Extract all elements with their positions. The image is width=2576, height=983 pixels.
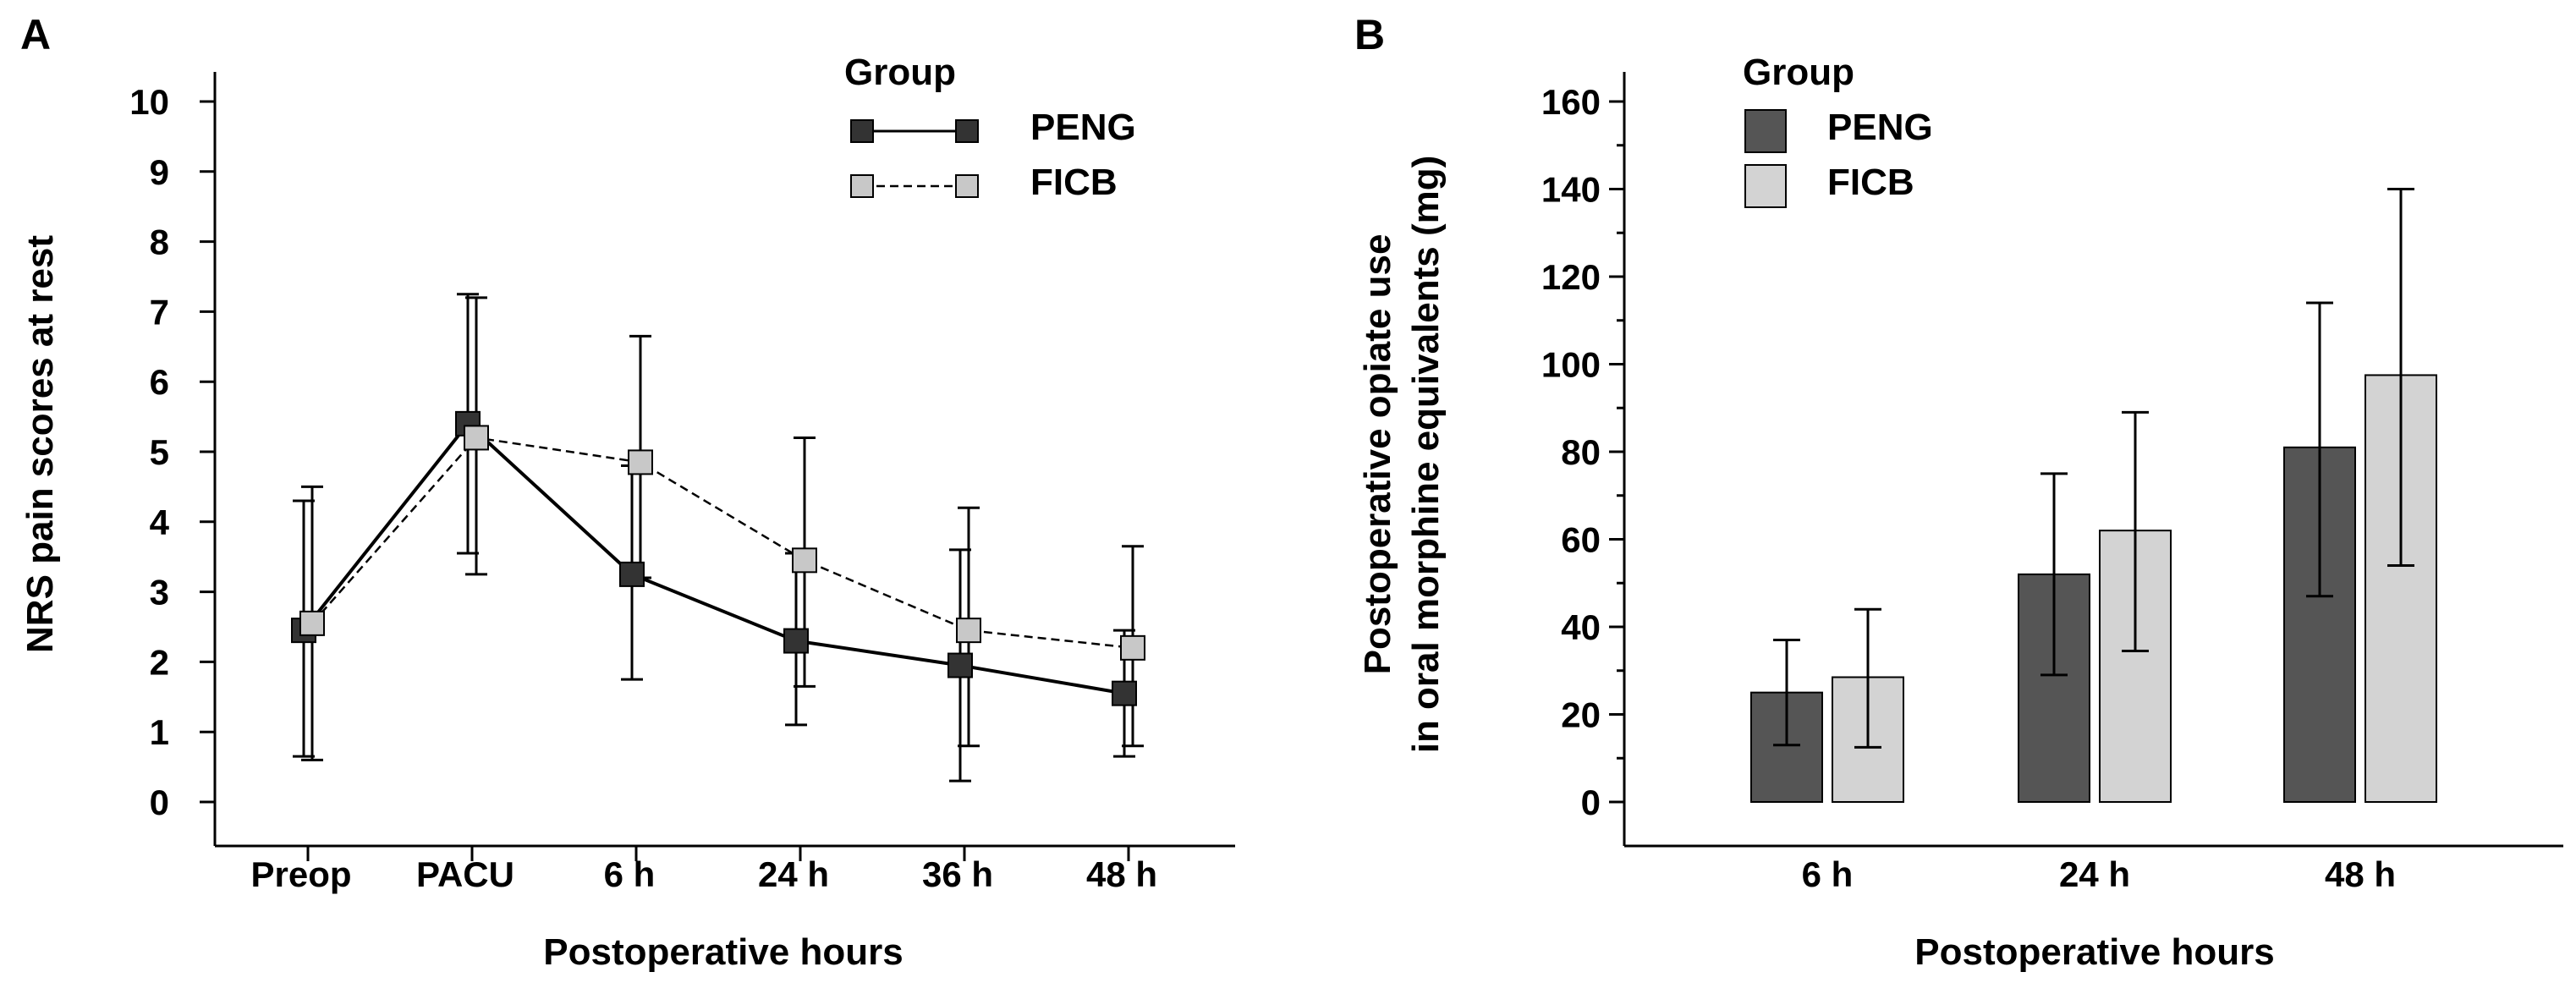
panel-b-y-tick-label: 140 — [1541, 170, 1601, 210]
panel-a-point-peng — [619, 561, 645, 587]
panel-a-point-ficb — [1120, 634, 1145, 661]
panel-b-y-tick-label: 60 — [1561, 520, 1601, 560]
panel-a-point-ficb — [299, 610, 325, 636]
panel-b-legend: Group PENG FICB — [1743, 52, 1933, 208]
panel-a-y-tick-label: 10 — [129, 82, 169, 122]
panel-b-y-tick-label: 160 — [1541, 82, 1601, 122]
panel-a-legend-marker-peng — [850, 119, 874, 143]
panel-a-y-axis-title: NRS pain scores at rest — [19, 235, 61, 653]
panel-a-x-tick-label-preop: Preop — [250, 854, 351, 894]
panel-b-y-axis-title-line2: in oral morphine equivalents (mg) — [1405, 156, 1447, 754]
panel-a-series-lines — [302, 420, 1134, 695]
panel-a-y-tick-label: 0 — [150, 783, 169, 822]
panel-b-y-tick-label: 0 — [1581, 783, 1601, 822]
panel-b-y-tick-label: 40 — [1561, 607, 1601, 647]
panel-b-x-tick-label-6-h: 6 h — [1802, 854, 1854, 894]
panel-b-axes: 0 20 40 60 80 100 120 140 160 6 h 24 h 48 h — [1541, 72, 2563, 894]
panel-a-y-tick-label: 5 — [150, 432, 169, 472]
panel-b-legend-label-ficb: FICB — [1827, 162, 1914, 203]
panel-a-x-tick-label-48-h: 48 h — [1086, 854, 1157, 894]
panel-a-x-tick-label-6-h: 6 h — [604, 854, 656, 894]
panel-a-y-tick-label: 1 — [150, 712, 169, 752]
panel-a-legend-title: Group — [844, 52, 956, 93]
panel-a-legend: Group PENG FICB — [844, 52, 1136, 203]
panel-a-error-bars — [293, 293, 1144, 783]
panel-b-legend-swatch-peng — [1744, 109, 1787, 153]
panel-b-legend-title: Group — [1743, 52, 1854, 93]
panel-a-letter: A — [20, 11, 51, 58]
panel-a-y-tick-label: 3 — [150, 573, 169, 612]
panel-b-legend-label-peng: PENG — [1827, 107, 1933, 148]
panel-b-legend-swatch-ficb — [1744, 164, 1787, 208]
panel-b-y-tick-label: 100 — [1541, 345, 1601, 385]
panel-a-y-tick-label: 7 — [150, 292, 169, 332]
panel-a-legend-marker-peng — [955, 119, 979, 143]
panel-a-x-tick-label-36-h: 36 h — [922, 854, 993, 894]
panel-a-point-ficb — [792, 547, 817, 574]
panel-a-x-axis-title: Postoperative hours — [543, 931, 903, 973]
panel-a-point-ficb — [464, 425, 489, 451]
panel-a-y-tick-label: 6 — [150, 362, 169, 402]
panel-a-points — [291, 410, 1145, 706]
panel-b-y-tick-label: 20 — [1561, 695, 1601, 735]
panel-a-point-ficb — [956, 618, 981, 644]
panel-b-x-tick-label-24-h: 24 h — [2059, 854, 2130, 894]
panel-a-y-tick-label: 9 — [150, 152, 169, 192]
panel-b-letter: B — [1354, 11, 1385, 58]
panel-a-axes: 0 1 2 3 4 5 6 7 8 9 10 Preop PACU 6 h 24 h 36 h 48 h — [129, 72, 1235, 894]
panel-a-y-tick-label: 4 — [150, 502, 170, 542]
panel-a-point-peng — [783, 628, 809, 654]
panel-a-y-tick-label: 2 — [150, 642, 169, 682]
panel-b-bar-peng-6-h — [1750, 691, 1823, 803]
panel-a-line-peng — [302, 420, 1125, 695]
panel-b: B 0 20 40 60 80 100 120 140 160 6 h 24 h 48 h Group… — [1354, 11, 2563, 973]
panel-b-y-tick-label: 120 — [1541, 257, 1601, 297]
panel-b-x-tick-label-48-h: 48 h — [2325, 854, 2396, 894]
panel-a-legend-label-ficb: FICB — [1030, 162, 1118, 203]
panel-a-x-tick-label-pacu: PACU — [416, 854, 514, 894]
panel-a-x-tick-label-24-h: 24 h — [758, 854, 829, 894]
panel-a-legend-label-peng: PENG — [1030, 107, 1136, 148]
panel-b-bars — [1750, 374, 2437, 804]
panel-b-y-tick-label: 80 — [1561, 432, 1601, 472]
panel-a-point-peng — [947, 652, 973, 678]
panel-b-x-axis-title: Postoperative hours — [1914, 931, 2274, 973]
panel-a-legend-marker-ficb — [850, 174, 874, 198]
panel-a-point-ficb — [628, 449, 653, 475]
panel-a-y-tick-label: 8 — [150, 222, 169, 262]
panel-a-legend-marker-ficb — [955, 174, 979, 198]
panel-b-error-bars — [1773, 188, 2414, 749]
panel-a: A 0 1 2 3 4 5 6 7 8 9 10 Preop PACU 6 h 24 h 36 h 48 h G… — [19, 11, 1235, 973]
panel-a-line-ficb — [311, 437, 1134, 650]
panel-a-point-peng — [1112, 680, 1137, 706]
panel-b-y-axis-title-line1: Postoperative opiate use — [1357, 234, 1398, 675]
